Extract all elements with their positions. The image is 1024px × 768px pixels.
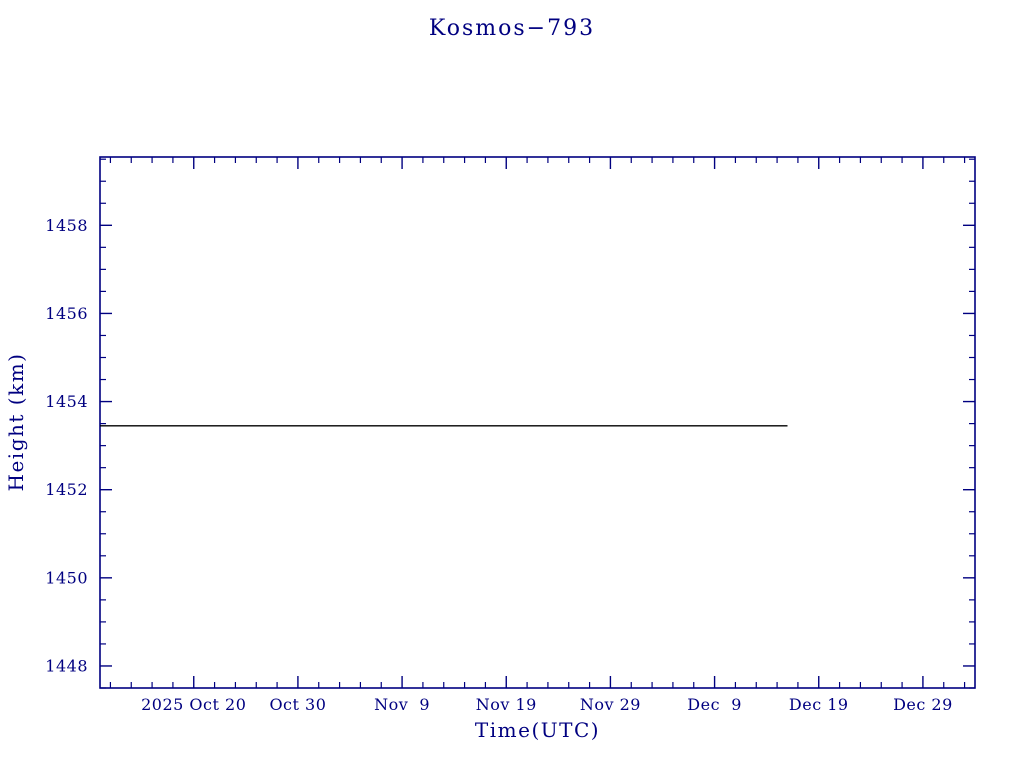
y-tick-label: 1450 <box>45 568 88 587</box>
y-tick-label: 1448 <box>45 656 88 675</box>
y-tick-label: 1452 <box>45 480 88 499</box>
x-tick-label: Dec 9 <box>687 695 742 714</box>
plot-frame <box>99 156 976 689</box>
y-tick-label: 1458 <box>45 216 88 235</box>
x-tick-label: Nov 19 <box>476 695 537 714</box>
x-tick-label: Dec 19 <box>789 695 849 714</box>
x-tick-label: Dec 29 <box>893 695 953 714</box>
y-tick-label: 1456 <box>45 304 88 323</box>
x-axis-label: Time(UTC) <box>474 718 601 742</box>
x-tick-label: 2025 Oct 20 <box>141 695 246 714</box>
x-tick-label: Oct 30 <box>269 695 326 714</box>
x-tick-label: Nov 29 <box>580 695 641 714</box>
chart-title: Kosmos−793 <box>428 16 596 41</box>
x-tick-label: Nov 9 <box>374 695 430 714</box>
y-tick-label: 1454 <box>45 392 88 411</box>
